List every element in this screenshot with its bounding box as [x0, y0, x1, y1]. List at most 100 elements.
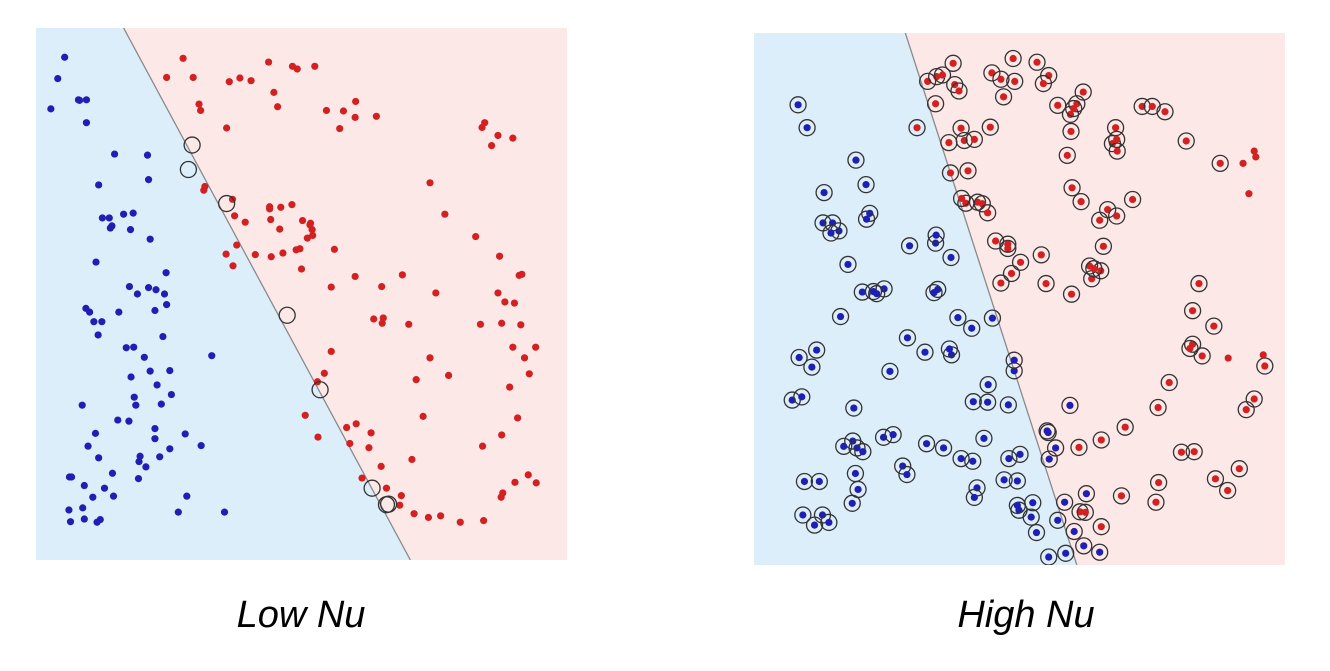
class-a-point [1045, 455, 1053, 463]
support-vector-ring [1022, 508, 1040, 526]
support-vector-ring [944, 54, 962, 72]
class-a-point [47, 105, 55, 113]
support-vector-ring [933, 66, 952, 84]
class-a-point [968, 324, 976, 332]
support-vector-ring [900, 237, 919, 255]
class-b-point [1259, 351, 1267, 359]
class-b-point [1216, 159, 1224, 167]
class-b-point [311, 62, 319, 70]
class-b-point [230, 212, 239, 220]
class-b-point [986, 123, 994, 131]
class-a-point [886, 367, 894, 375]
class-b-point [932, 100, 940, 108]
support-vector-ring [1058, 146, 1076, 165]
class-a-point [794, 101, 802, 109]
support-vector-ring [1123, 190, 1142, 209]
class-b-point [1117, 492, 1126, 500]
class-b-point [501, 298, 509, 306]
class-b-point [984, 209, 992, 217]
class-a-point [106, 224, 114, 232]
class-b-point [225, 78, 233, 86]
class-a-point [820, 189, 828, 197]
support-vector-ring [854, 443, 872, 461]
support-vector-ring [278, 306, 296, 324]
class-b-point [322, 106, 331, 115]
class-b-point [343, 423, 351, 432]
class-a-point [208, 352, 216, 360]
class-b-point [1189, 307, 1197, 315]
support-vector-ring [1002, 264, 1021, 283]
class-b-point [365, 444, 373, 452]
class-b-point [1011, 77, 1019, 86]
class-a-point [922, 440, 931, 448]
class-a-point [98, 214, 106, 222]
class-b-point [1033, 58, 1041, 66]
class-b-point [1068, 184, 1076, 192]
support-vector-ring [1108, 142, 1126, 160]
support-vector-ring [978, 393, 997, 411]
class-b-point [297, 265, 306, 273]
support-vector-ring [1206, 470, 1225, 488]
class-b-point [298, 216, 307, 225]
class-a-point [134, 475, 143, 483]
class-b-point [478, 442, 487, 450]
class-b-point [1224, 354, 1232, 362]
class-b-point [511, 478, 519, 486]
support-vector-ring [1108, 130, 1126, 149]
support-vector-ring [1106, 119, 1125, 137]
support-vector-ring [992, 274, 1010, 292]
class-a-point [162, 269, 170, 277]
class-b-point [1042, 279, 1050, 288]
class-a-point [921, 348, 929, 356]
class-a-point [1066, 401, 1074, 409]
class-a-point [844, 260, 852, 269]
class-b-point [1190, 448, 1198, 456]
support-vector-ring [311, 381, 329, 399]
class-b-point [1039, 79, 1047, 88]
class-a-point [954, 314, 962, 322]
support-vector-ring [1143, 97, 1161, 116]
support-vector-ring [808, 341, 826, 359]
class-a-point [1052, 444, 1060, 452]
class-a-point [82, 119, 91, 127]
decision-boundary-line [123, 28, 411, 560]
class-b-point [426, 354, 434, 362]
class-a-point [129, 209, 137, 217]
support-vector-ring [1149, 398, 1167, 417]
class-a-point [905, 242, 914, 250]
class-b-point [1195, 279, 1203, 288]
support-vector-ring [1091, 543, 1109, 561]
support-vector-ring [1183, 335, 1202, 353]
support-vector-ring [848, 439, 866, 457]
support-vector-ring [926, 95, 945, 113]
support-vector-ring [1063, 179, 1081, 197]
class-b-point [296, 245, 304, 253]
class-a-point [1070, 527, 1078, 536]
class-a-point [79, 504, 87, 512]
class-a-point [67, 473, 76, 481]
class-b-point [236, 74, 244, 82]
class-b-point [1004, 240, 1012, 248]
support-vector-ring [1032, 246, 1050, 264]
support-vector-ring [1149, 473, 1168, 492]
support-vector-ring [918, 72, 937, 91]
class-a-point [980, 434, 988, 442]
class-b-point [396, 501, 404, 509]
class-b-point [351, 272, 359, 281]
class-a-point [798, 393, 806, 401]
class-b-point [267, 253, 275, 261]
high-nu-plot [754, 33, 1285, 565]
class-b-point [517, 321, 525, 329]
class-a-point [1029, 499, 1037, 507]
class-b-point [1242, 406, 1250, 414]
class-b-point [279, 249, 287, 257]
support-vector-ring [379, 495, 398, 513]
class-b-point [277, 203, 285, 211]
support-vector-ring [1185, 443, 1203, 461]
support-vector-ring [839, 255, 857, 274]
class-b-point [1016, 258, 1025, 266]
support-vector-ring [925, 283, 943, 302]
support-vector-ring [940, 133, 958, 152]
class-a-point [142, 463, 150, 471]
class-b-point [1152, 498, 1160, 506]
